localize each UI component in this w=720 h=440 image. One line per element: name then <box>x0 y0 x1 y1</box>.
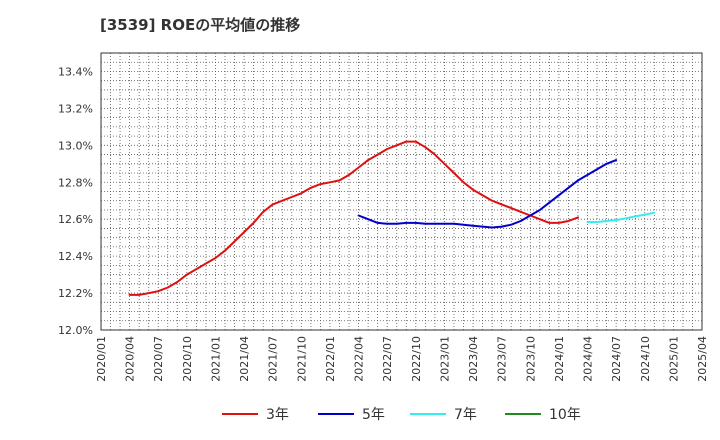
y-tick-label: 12.6% <box>58 213 93 226</box>
legend-label-1: 3年 <box>266 407 289 423</box>
y-tick-label: 12.2% <box>58 287 93 300</box>
x-tick-label: 2021/10 <box>295 336 308 382</box>
chart-title: [3539] ROEの平均値の推移 <box>100 16 301 34</box>
x-tick-label: 2020/04 <box>124 336 137 382</box>
y-tick-label: 13.0% <box>58 139 93 152</box>
x-tick-label: 2023/01 <box>438 336 451 382</box>
x-tick-label: 2025/04 <box>696 336 709 382</box>
x-tick-label: 2020/10 <box>181 336 194 382</box>
x-tick-label: 2022/01 <box>324 336 337 382</box>
x-tick-label: 2024/01 <box>553 336 566 382</box>
plot-frame <box>100 52 703 331</box>
y-tick-label: 12.4% <box>58 250 93 263</box>
x-tick-label: 2024/10 <box>639 336 652 382</box>
x-tick-label: 2020/07 <box>152 336 165 382</box>
x-tick-label: 2022/07 <box>381 336 394 382</box>
x-tick-label: 2020/01 <box>95 336 108 382</box>
legend-label-3: 7年 <box>454 407 477 423</box>
legend-label-4: 10年 <box>549 407 581 423</box>
legend-label-2: 5年 <box>362 407 385 423</box>
x-tick-label: 2024/07 <box>610 336 623 382</box>
y-tick-label: 13.4% <box>58 65 93 78</box>
x-tick-label: 2024/04 <box>582 336 595 382</box>
x-tick-label: 2021/07 <box>267 336 280 382</box>
x-tick-label: 2022/10 <box>410 336 423 382</box>
y-tick-label: 12.0% <box>58 324 93 337</box>
series-line-3 <box>586 211 656 223</box>
x-tick-label: 2023/10 <box>524 336 537 382</box>
x-tick-label: 2025/01 <box>667 336 680 382</box>
series-line-2 <box>357 159 618 229</box>
x-tick-label: 2023/07 <box>496 336 509 382</box>
series-line-1 <box>128 140 579 296</box>
y-tick-label: 12.8% <box>58 176 93 189</box>
x-tick-label: 2021/04 <box>238 336 251 382</box>
y-tick-label: 13.2% <box>58 102 93 115</box>
x-tick-label: 2023/04 <box>467 336 480 382</box>
x-tick-label: 2021/01 <box>209 336 222 382</box>
x-tick-label: 2022/04 <box>353 336 366 382</box>
